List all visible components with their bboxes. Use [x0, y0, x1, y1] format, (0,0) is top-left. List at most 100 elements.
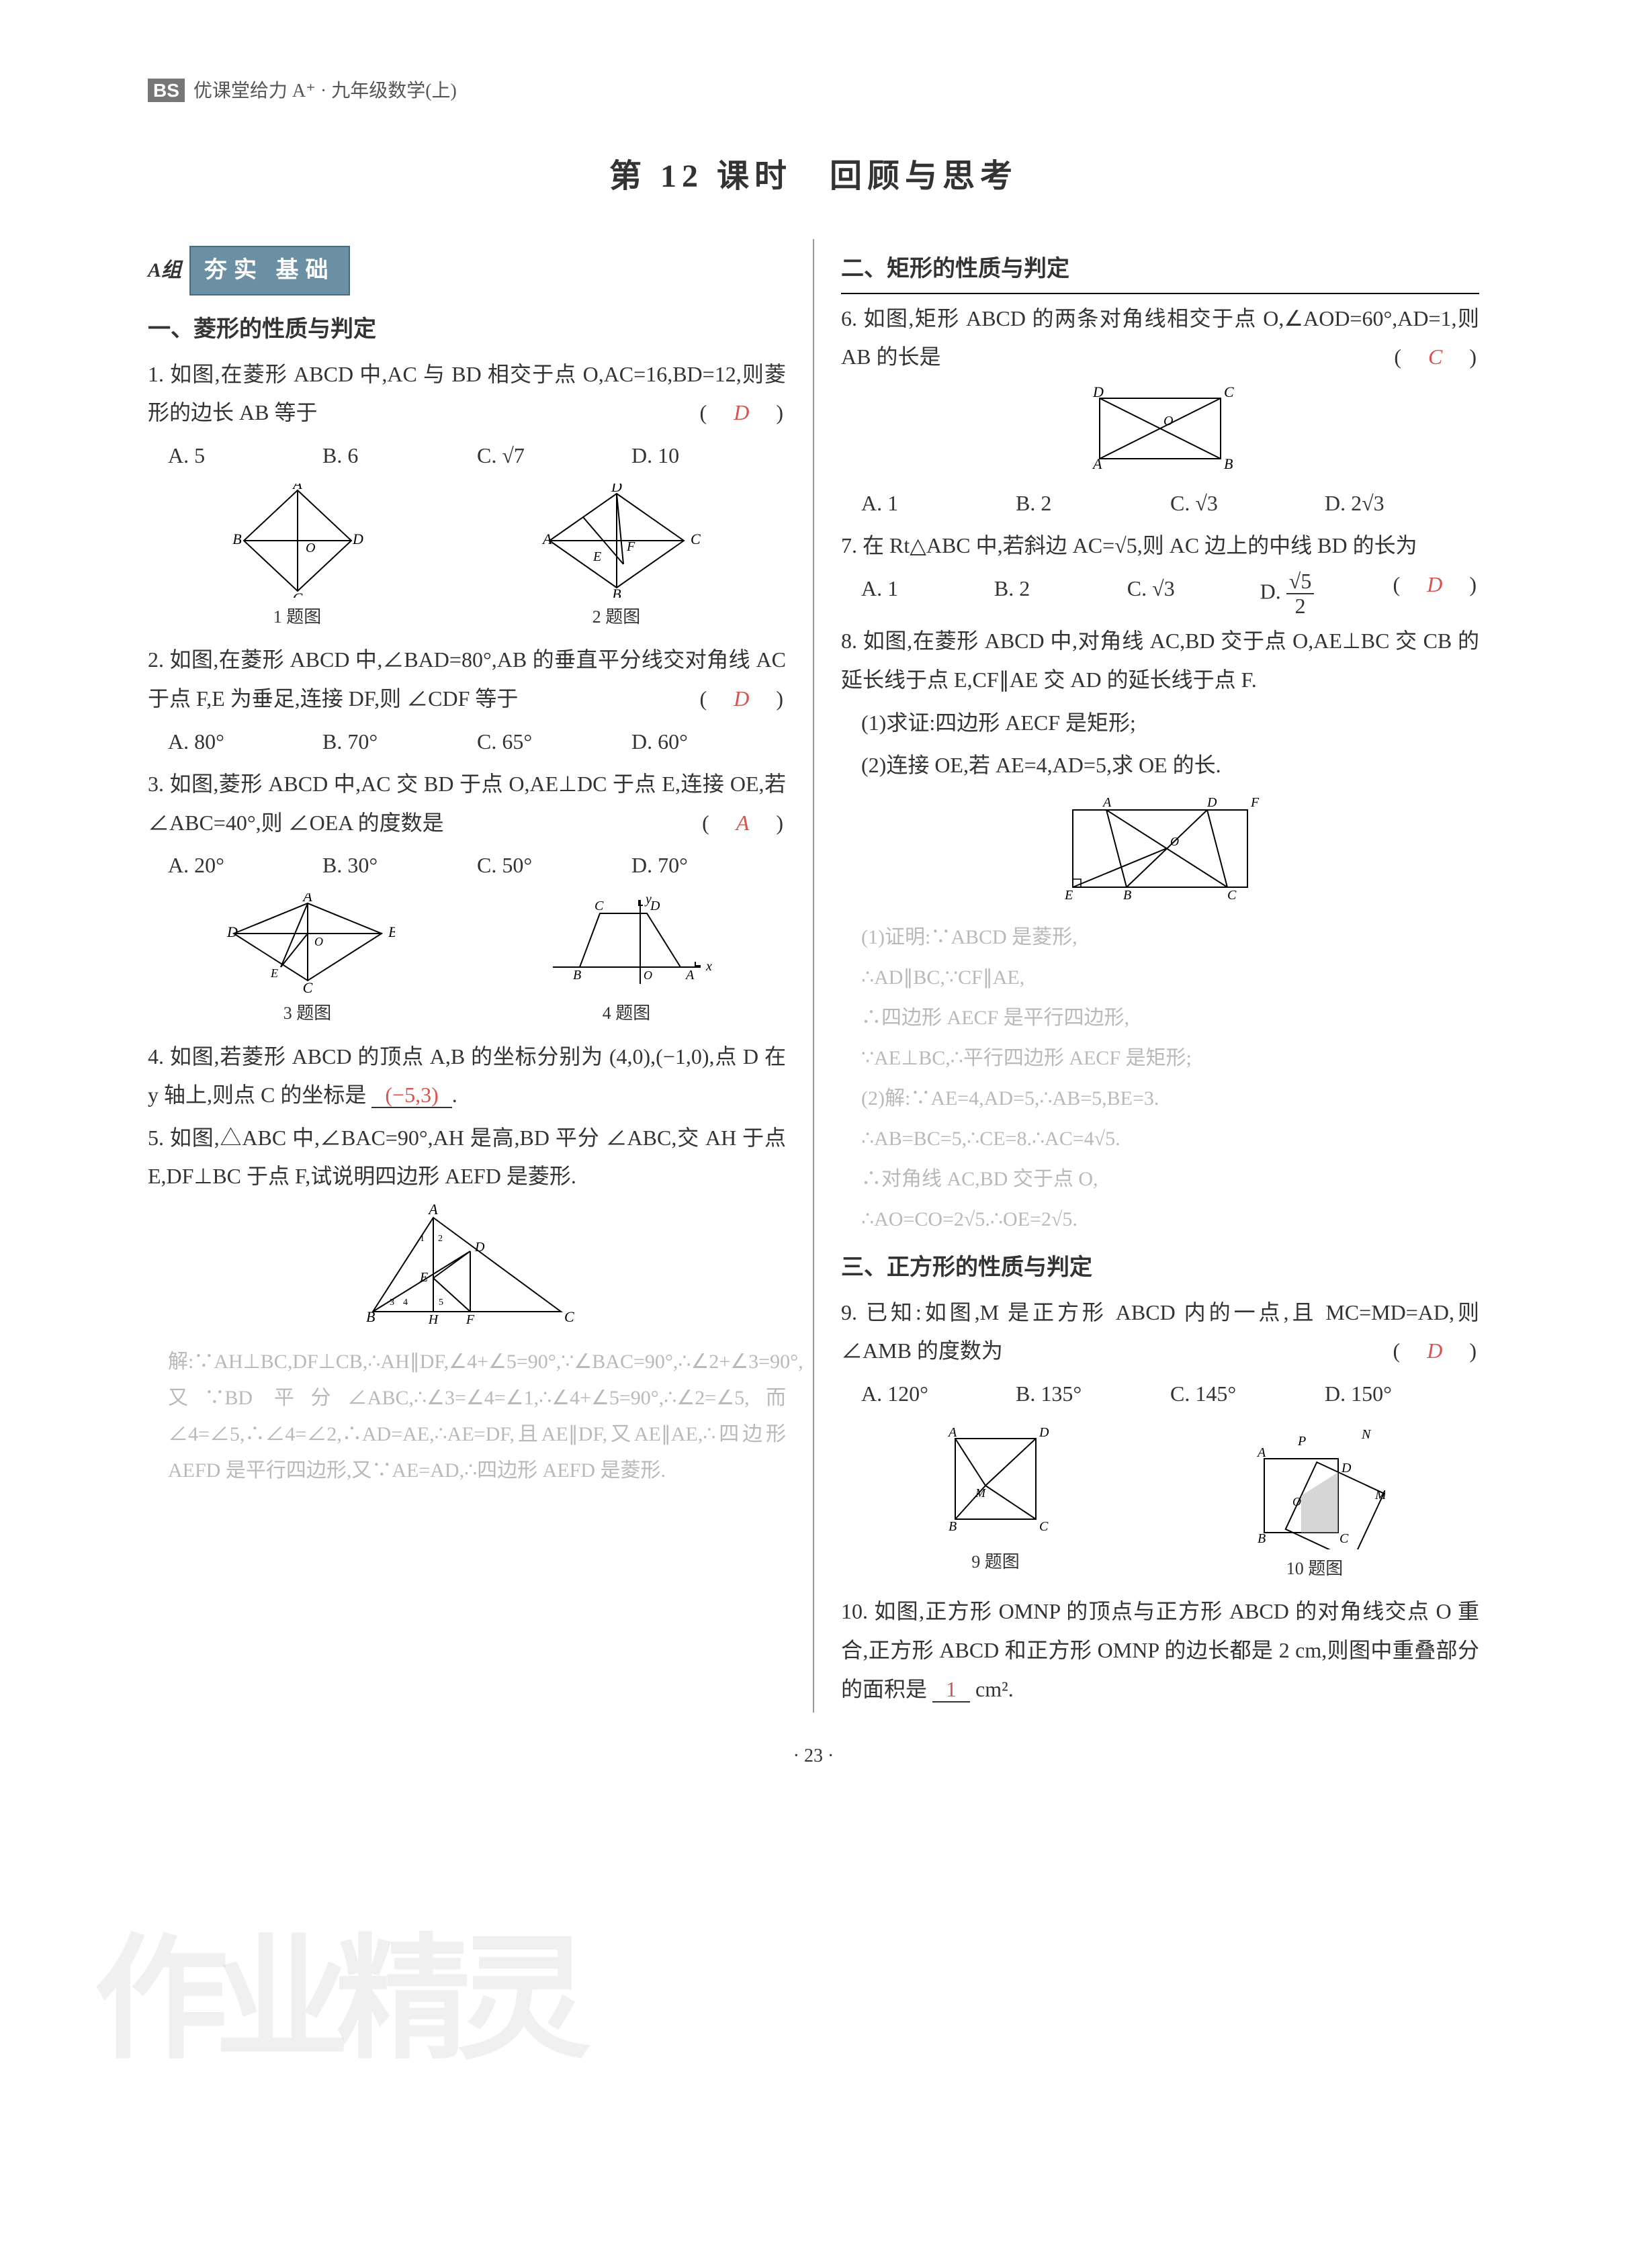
- figure-4-caption: 4 题图: [539, 998, 714, 1030]
- watermark: 作业精灵: [94, 1880, 578, 2122]
- figure-1-caption: 1 题图: [230, 602, 365, 633]
- problem-7-answer: ( D ): [1393, 565, 1479, 604]
- svg-text:A: A: [302, 893, 312, 905]
- svg-text:D: D: [1039, 1425, 1049, 1440]
- choice-7b: B. 2: [994, 570, 1127, 618]
- problem-4-after: .: [452, 1083, 457, 1107]
- svg-text:F: F: [1250, 795, 1260, 810]
- problem-7: 7. 在 Rt△ABC 中,若斜边 AC=√5,则 AC 边上的中线 BD 的长…: [841, 527, 1479, 565]
- svg-text:A: A: [292, 484, 302, 492]
- svg-text:M: M: [975, 1486, 986, 1500]
- svg-text:O: O: [1170, 835, 1179, 848]
- problem-2-answer: ( D ): [700, 680, 786, 719]
- svg-text:C: C: [302, 979, 312, 994]
- svg-text:E: E: [592, 549, 601, 564]
- figure-1: A B C D O 1 题图: [230, 484, 365, 633]
- choice-2a: A. 80°: [168, 723, 322, 762]
- problem-1-choices: A. 5 B. 6 C. √7 D. 10: [168, 437, 786, 475]
- group-banner-box: 夯实 基础: [189, 246, 350, 295]
- column-divider: [813, 239, 814, 1713]
- problem-5: 5. 如图,△ABC 中,∠BAC=90°,AH 是高,BD 平分 ∠ABC,交…: [148, 1119, 786, 1196]
- problem-8-sol-2: ∴四边形 AECF 是平行四边形,: [861, 1000, 1479, 1036]
- svg-text:C: C: [1339, 1531, 1349, 1546]
- figure-9: A D B C M 9 题图: [935, 1422, 1056, 1585]
- figure-4: x y A B C D O 4 题图: [539, 893, 714, 1030]
- section-1-heading: 一、菱形的性质与判定: [148, 309, 786, 350]
- choice-1c: C. √7: [477, 437, 631, 475]
- page-number: · 23 ·: [148, 1739, 1479, 1773]
- svg-text:D: D: [352, 531, 363, 547]
- svg-text:A: A: [427, 1204, 438, 1218]
- choice-3b: B. 30°: [322, 846, 477, 885]
- figure-8-row: A D F E B C O: [841, 793, 1479, 911]
- figure-10: A B C D P N M O 10 题图: [1244, 1422, 1385, 1585]
- choice-6a: A. 1: [861, 484, 1016, 523]
- svg-text:C: C: [564, 1308, 574, 1325]
- problem-7-text: 7. 在 Rt△ABC 中,若斜边 AC=√5,则 AC 边上的中线 BD 的长…: [841, 533, 1417, 557]
- problem-6-text: 6. 如图,矩形 ABCD 的两条对角线相交于点 O,∠AOD=60°,AD=1…: [841, 306, 1479, 369]
- two-column-layout: A组 夯实 基础 一、菱形的性质与判定 1. 如图,在菱形 ABCD 中,AC …: [148, 239, 1479, 1713]
- problem-2-choices: A. 80° B. 70° C. 65° D. 60°: [168, 723, 786, 762]
- problem-3-text: 3. 如图,菱形 ABCD 中,AC 交 BD 于点 O,AE⊥DC 于点 E,…: [148, 772, 786, 835]
- choice-2c: C. 65°: [477, 723, 631, 762]
- figure-3-caption: 3 题图: [220, 998, 395, 1030]
- figures-3-4: D A B C O E 3 题图 x y A: [148, 893, 786, 1030]
- svg-text:C: C: [1039, 1519, 1049, 1534]
- svg-text:A: A: [1256, 1445, 1266, 1460]
- section-3-heading: 三、正方形的性质与判定: [841, 1247, 1479, 1288]
- choice-7d: D. √52: [1260, 570, 1393, 618]
- svg-text:P: P: [1297, 1434, 1306, 1449]
- problem-2: 2. 如图,在菱形 ABCD 中,∠BAD=80°,AB 的垂直平分线交对角线 …: [148, 641, 786, 718]
- brand-text: 优课堂给力 A⁺ · 九年级数学(上): [193, 81, 457, 101]
- svg-text:B: B: [1224, 455, 1233, 472]
- svg-text:x: x: [705, 959, 712, 974]
- svg-text:C: C: [292, 590, 302, 598]
- svg-text:E: E: [270, 966, 278, 980]
- problem-8-sol-7: ∴AO=CO=2√5.∴OE=2√5.: [861, 1201, 1479, 1238]
- problem-6: 6. 如图,矩形 ABCD 的两条对角线相交于点 O,∠AOD=60°,AD=1…: [841, 300, 1479, 377]
- svg-text:B: B: [388, 923, 395, 940]
- problem-10: 10. 如图,正方形 OMNP 的顶点与正方形 ABCD 的对角线交点 O 重合…: [841, 1592, 1479, 1709]
- svg-text:H: H: [428, 1312, 439, 1327]
- left-column: A组 夯实 基础 一、菱形的性质与判定 1. 如图,在菱形 ABCD 中,AC …: [148, 239, 786, 1713]
- svg-text:D: D: [611, 484, 622, 495]
- figure-6: A B C D O: [1073, 385, 1247, 476]
- choice-3a: A. 20°: [168, 846, 322, 885]
- choice-9a: A. 120°: [861, 1375, 1016, 1414]
- svg-text:C: C: [691, 531, 701, 547]
- svg-text:B: B: [949, 1519, 957, 1534]
- svg-text:5: 5: [439, 1298, 443, 1308]
- figure-3: D A B C O E 3 题图: [220, 893, 395, 1030]
- figure-6-row: A B C D O: [841, 385, 1479, 476]
- problem-8: 8. 如图,在菱形 ABCD 中,对角线 AC,BD 交于点 O,AE⊥BC 交…: [841, 622, 1479, 699]
- svg-text:1: 1: [420, 1234, 425, 1244]
- choice-1b: B. 6: [322, 437, 477, 475]
- problem-6-answer: ( C ): [1394, 338, 1479, 377]
- problem-10-after: cm².: [970, 1677, 1014, 1701]
- choice-6d: D. 2√3: [1325, 484, 1479, 523]
- figure-2: A D C B E F 2 题图: [529, 484, 704, 633]
- problem-5-text: 5. 如图,△ABC 中,∠BAC=90°,AH 是高,BD 平分 ∠ABC,交…: [148, 1126, 786, 1189]
- svg-text:E: E: [419, 1270, 428, 1285]
- choice-9c: C. 145°: [1170, 1375, 1325, 1414]
- svg-text:O: O: [306, 541, 315, 555]
- problem-3: 3. 如图,菱形 ABCD 中,AC 交 BD 于点 O,AE⊥DC 于点 E,…: [148, 765, 786, 842]
- problem-8-sol-5: ∴AB=BC=5,∴CE=8.∴AC=4√5.: [861, 1121, 1479, 1157]
- problem-10-blank: 1: [932, 1677, 970, 1703]
- choice-2b: B. 70°: [322, 723, 477, 762]
- svg-text:B: B: [366, 1308, 375, 1325]
- choice-1d: D. 10: [631, 437, 786, 475]
- problem-8-sol-3: ∵AE⊥BC,∴平行四边形 AECF 是矩形;: [861, 1040, 1479, 1077]
- problem-8-sol-6: ∴对角线 AC,BD 交于点 O,: [861, 1161, 1479, 1197]
- problem-1-text: 1. 如图,在菱形 ABCD 中,AC 与 BD 相交于点 O,AC=16,BD…: [148, 362, 786, 425]
- svg-text:O: O: [644, 968, 652, 982]
- svg-text:B: B: [612, 586, 621, 598]
- svg-text:4: 4: [403, 1298, 408, 1308]
- figure-8: A D F E B C O: [1046, 793, 1274, 911]
- choice-7a: A. 1: [861, 570, 994, 618]
- problem-3-answer: ( A ): [702, 804, 786, 843]
- problem-8-sub1: (1)求证:四边形 AECF 是矩形;: [861, 704, 1479, 743]
- choice-9d: D. 150°: [1325, 1375, 1479, 1414]
- problem-3-choices: A. 20° B. 30° C. 50° D. 70°: [168, 846, 786, 885]
- group-banner: A组 夯实 基础: [148, 246, 786, 295]
